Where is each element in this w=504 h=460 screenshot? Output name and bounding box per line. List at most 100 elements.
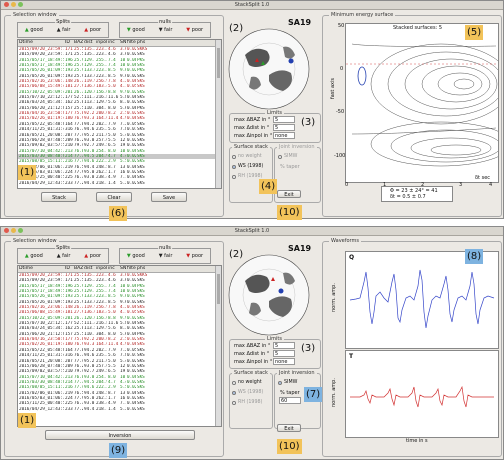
ws-radio[interactable]: WS (1998) [232,164,263,169]
column-header-inc[interactable]: inc [108,40,115,45]
stack-button[interactable]: Stack [41,192,77,202]
rh-radio[interactable]: RH (1998) [232,400,262,405]
column-header-inc[interactable]: inc [108,266,115,271]
exit-button[interactable]: Exit [277,424,301,432]
column-header-dtime[interactable]: Dtime [19,266,33,271]
column-header-phs[interactable]: phs [137,40,146,45]
exit-button[interactable]: Exit [277,190,301,198]
max-baz-input[interactable]: 5 [273,116,295,123]
table-row[interactable]: 2015/02/26_01:19:4318076.993.3164.611.44… [18,342,221,347]
maximize-icon[interactable] [18,228,23,233]
maximize-icon[interactable] [18,2,23,7]
minimize-icon[interactable] [11,228,16,233]
column-header-inpol[interactable]: inpol [96,40,107,45]
table-row[interactable]: 2015/02/26_01:19:4318076.993.3164.611.44… [18,116,221,121]
column-header-dist[interactable]: dist [84,266,93,271]
table-scrollbar[interactable] [215,266,221,426]
max-dist-input[interactable]: 5 [273,124,295,131]
clear-button[interactable]: Clear [96,192,132,202]
table-row[interactable]: 2015/07/10_22:12:2717752.5111.4216.811.6… [18,95,221,100]
max-inpol-input[interactable]: none [273,132,295,139]
ws-radio[interactable]: WS (1998) [232,390,263,395]
save-button[interactable]: Save [151,192,187,202]
simw-radio[interactable]: SIMW [278,380,297,385]
no-weight-radio[interactable]: no weight [232,380,262,385]
no-weight-radio[interactable]: no weight [232,154,262,159]
column-header-filter[interactable]: filter [127,266,136,271]
column-header-id[interactable]: ID [65,266,70,271]
minimize-icon[interactable] [11,2,16,7]
column-header-id[interactable]: ID [65,40,70,45]
column-header-phs[interactable]: phs [137,266,146,271]
column-header-baz[interactable]: BAZ [74,40,83,45]
column-header-dist[interactable]: dist [84,40,93,45]
close-icon[interactable] [4,2,9,7]
column-header-baz[interactable]: BAZ [74,266,83,271]
taper-select[interactable]: 60 [279,397,301,404]
inversion-button[interactable]: Inversion [45,430,195,440]
column-header-snr[interactable]: SNR [120,266,126,271]
close-icon[interactable] [4,228,9,233]
rh-radio[interactable]: RH (1998) [232,174,262,179]
max-inpol-input[interactable]: none [273,358,295,365]
column-header-dtime[interactable]: Dtime [19,40,33,45]
max-baz-input[interactable]: 5 [273,342,295,349]
max-dist-input[interactable]: 5 [273,350,295,357]
simw-radio[interactable]: SIMW [278,154,297,159]
column-header-snr[interactable]: SNR [120,40,126,45]
table-row[interactable]: 2015/07/10_22:12:2717752.5111.4216.811.6… [18,321,221,326]
column-header-inpol[interactable]: inpol [96,266,107,271]
table-scrollbar[interactable] [215,40,221,188]
